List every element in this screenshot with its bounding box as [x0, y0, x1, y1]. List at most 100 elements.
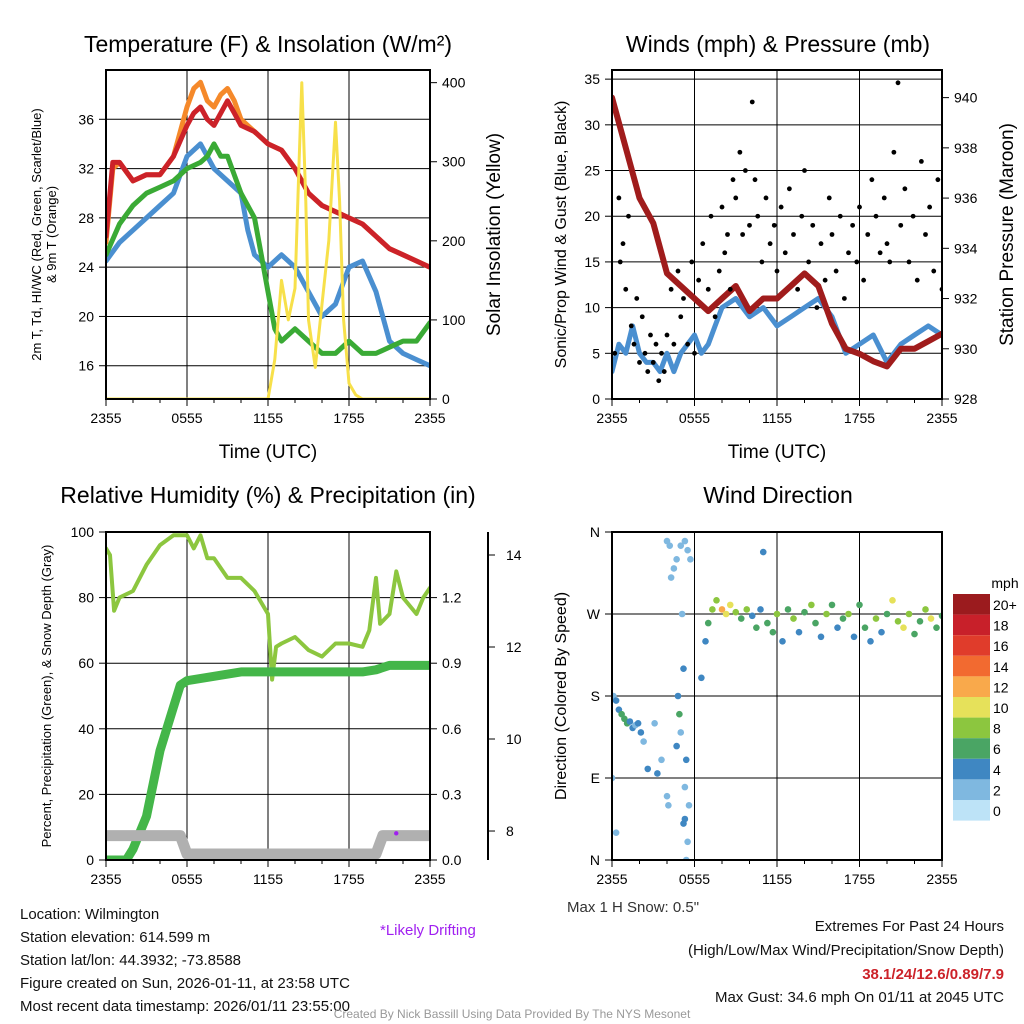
gust-point	[902, 186, 908, 192]
direction-point	[687, 556, 694, 563]
gust-point	[730, 177, 736, 183]
gust-point	[696, 277, 702, 283]
gust-point	[898, 222, 904, 228]
direction-point	[872, 615, 880, 622]
y2-tick-label: 200	[442, 233, 466, 249]
gust-point	[733, 195, 739, 201]
y-tick-label: 80	[78, 590, 94, 606]
y-tick-label: 36	[78, 111, 94, 127]
gust-point	[887, 259, 893, 265]
panel-3	[605, 531, 990, 867]
y2-tick-label: 0	[442, 391, 450, 407]
gust-point	[681, 296, 686, 301]
direction-point	[916, 617, 924, 625]
gust-point	[747, 222, 752, 228]
direction-point	[878, 628, 885, 636]
direction-point	[677, 542, 685, 549]
y-tick-label: 28	[78, 210, 94, 226]
x-axis-label: Time (UTC)	[728, 442, 827, 463]
extremes-values: 38.1/24/12.6/0.89/7.9	[862, 966, 1004, 983]
gust-point	[722, 250, 728, 256]
direction-point	[845, 610, 852, 618]
direction-point	[667, 574, 675, 581]
gust-point	[639, 314, 645, 320]
direction-point	[626, 718, 634, 725]
direction-point	[773, 610, 781, 618]
direction-point	[861, 624, 869, 631]
chart-title: Winds (mph) & Pressure (mb)	[626, 31, 930, 57]
direction-point	[889, 597, 896, 604]
direction-point	[678, 610, 686, 618]
y2-tick-label: 936	[954, 190, 978, 206]
direction-point	[612, 697, 620, 704]
gust-point	[763, 195, 769, 201]
y-axis-label: 2m T, Td, HI/WC (Red, Green, Scarlet/Blu…	[29, 108, 44, 360]
gust-point	[935, 177, 941, 183]
y2-tick-label: 0.3	[442, 786, 462, 802]
legend-swatch	[953, 758, 990, 780]
gust-point	[837, 213, 843, 219]
gust-point	[829, 232, 835, 237]
gust-point	[814, 305, 820, 311]
direction-point	[684, 838, 691, 846]
created-text: Figure created on Sun, 2026-01-11, at 23…	[20, 975, 350, 992]
x-tick-label: 0555	[679, 410, 710, 426]
gust-point	[826, 195, 832, 201]
gust-point	[795, 286, 801, 292]
y-tick-label: 15	[584, 254, 600, 270]
direction-point	[709, 606, 716, 613]
plot-frame	[611, 531, 943, 861]
gust-point	[394, 831, 399, 836]
plot-area	[106, 79, 430, 399]
direction-point	[612, 829, 620, 836]
gust-point	[806, 259, 812, 265]
y-axis-label-2: & 9m T (Orange)	[44, 186, 59, 283]
x-tick-label: 0555	[679, 871, 710, 887]
gust-point	[716, 268, 722, 274]
gust-point	[869, 177, 875, 183]
x-tick-label: 1155	[253, 410, 283, 426]
y2-tick-label: 928	[954, 391, 978, 407]
direction-point	[867, 638, 874, 645]
direction-point	[698, 674, 705, 682]
direction-point	[757, 606, 764, 613]
legend-label: 8	[993, 721, 1001, 737]
gust-point	[910, 213, 916, 219]
legend-swatch	[953, 717, 990, 739]
chart-title: Wind Direction	[703, 482, 853, 508]
direction-point	[682, 756, 690, 764]
y-tick-label: S	[591, 688, 600, 704]
gust-point	[841, 296, 847, 301]
gust-point	[774, 268, 780, 274]
gust-point	[895, 80, 901, 86]
direction-point	[681, 783, 689, 791]
x-tick-label: 2355	[90, 410, 121, 426]
direction-point	[702, 638, 709, 645]
legend-label: 0	[993, 803, 1001, 819]
chart-title: Temperature (F) & Insolation (W/m²)	[84, 31, 452, 57]
y-tick-label: 16	[78, 358, 94, 374]
gust-point	[771, 222, 777, 228]
legend-title: mph	[991, 575, 1018, 591]
y2-tick-label: 0.9	[442, 655, 462, 671]
direction-point	[769, 628, 777, 636]
legend-label: 16	[993, 638, 1009, 654]
direction-point	[779, 638, 786, 645]
chart-title: Relative Humidity (%) & Precipitation (i…	[60, 482, 475, 508]
direction-point	[677, 729, 685, 736]
direction-point	[900, 624, 907, 631]
gust-point	[631, 341, 637, 347]
direction-point	[795, 628, 803, 636]
y2-tick-label: 0.6	[442, 721, 462, 737]
y-tick-label: N	[590, 524, 600, 540]
direction-point	[704, 619, 712, 627]
direction-point	[808, 601, 815, 609]
gust-point	[725, 232, 730, 237]
gust-point	[767, 241, 773, 247]
gust-point	[931, 268, 937, 274]
direction-point	[801, 608, 808, 616]
gust-point	[791, 232, 796, 237]
max-gust-text: Max Gust: 34.6 mph On 01/11 at 2045 UTC	[714, 989, 1004, 1006]
direction-point	[922, 606, 929, 613]
legend-label: 4	[993, 762, 1001, 778]
